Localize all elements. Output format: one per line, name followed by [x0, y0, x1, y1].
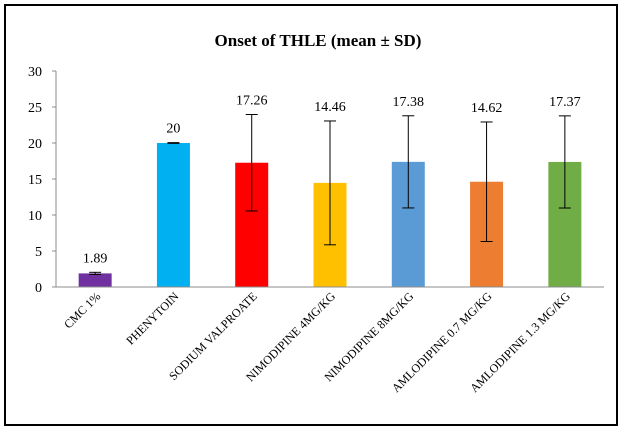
value-label: 17.37	[549, 95, 581, 110]
bar	[78, 273, 112, 287]
value-label: 17.38	[393, 95, 425, 110]
value-label: 20	[166, 122, 180, 137]
x-category-label: SODIUM VALPROATE	[166, 289, 260, 383]
y-tick-label: 15	[28, 173, 42, 188]
y-tick-label: 0	[35, 281, 42, 296]
value-label: 17.26	[236, 93, 268, 108]
bar	[156, 143, 190, 287]
x-category-label: NIMODIPINE 4MG/KG	[243, 289, 338, 384]
y-tick-label: 30	[28, 65, 42, 80]
chart-title: Onset of THLE (mean ± SD)	[215, 31, 422, 50]
error-bars	[89, 113, 571, 275]
x-category-label: PHENYTOIN	[123, 289, 182, 348]
value-label: 1.89	[83, 251, 108, 266]
y-axis: 0 5 10 15 20 25 30	[28, 65, 57, 296]
y-tick-label: 5	[35, 245, 42, 260]
chart-frame	[4, 4, 618, 426]
value-label: 14.62	[471, 101, 503, 116]
x-category-label: CMC 1%	[61, 289, 103, 331]
y-tick-label: 25	[28, 101, 42, 116]
y-tick-label: 20	[28, 137, 42, 152]
value-label: 14.46	[314, 100, 346, 115]
y-tick-label: 10	[28, 209, 42, 224]
value-labels: 1.89 20 17.26 14.46 17.38 14.62 17.37	[83, 93, 581, 266]
x-category-label: NIMODIPINE 8MG/KG	[321, 289, 416, 384]
